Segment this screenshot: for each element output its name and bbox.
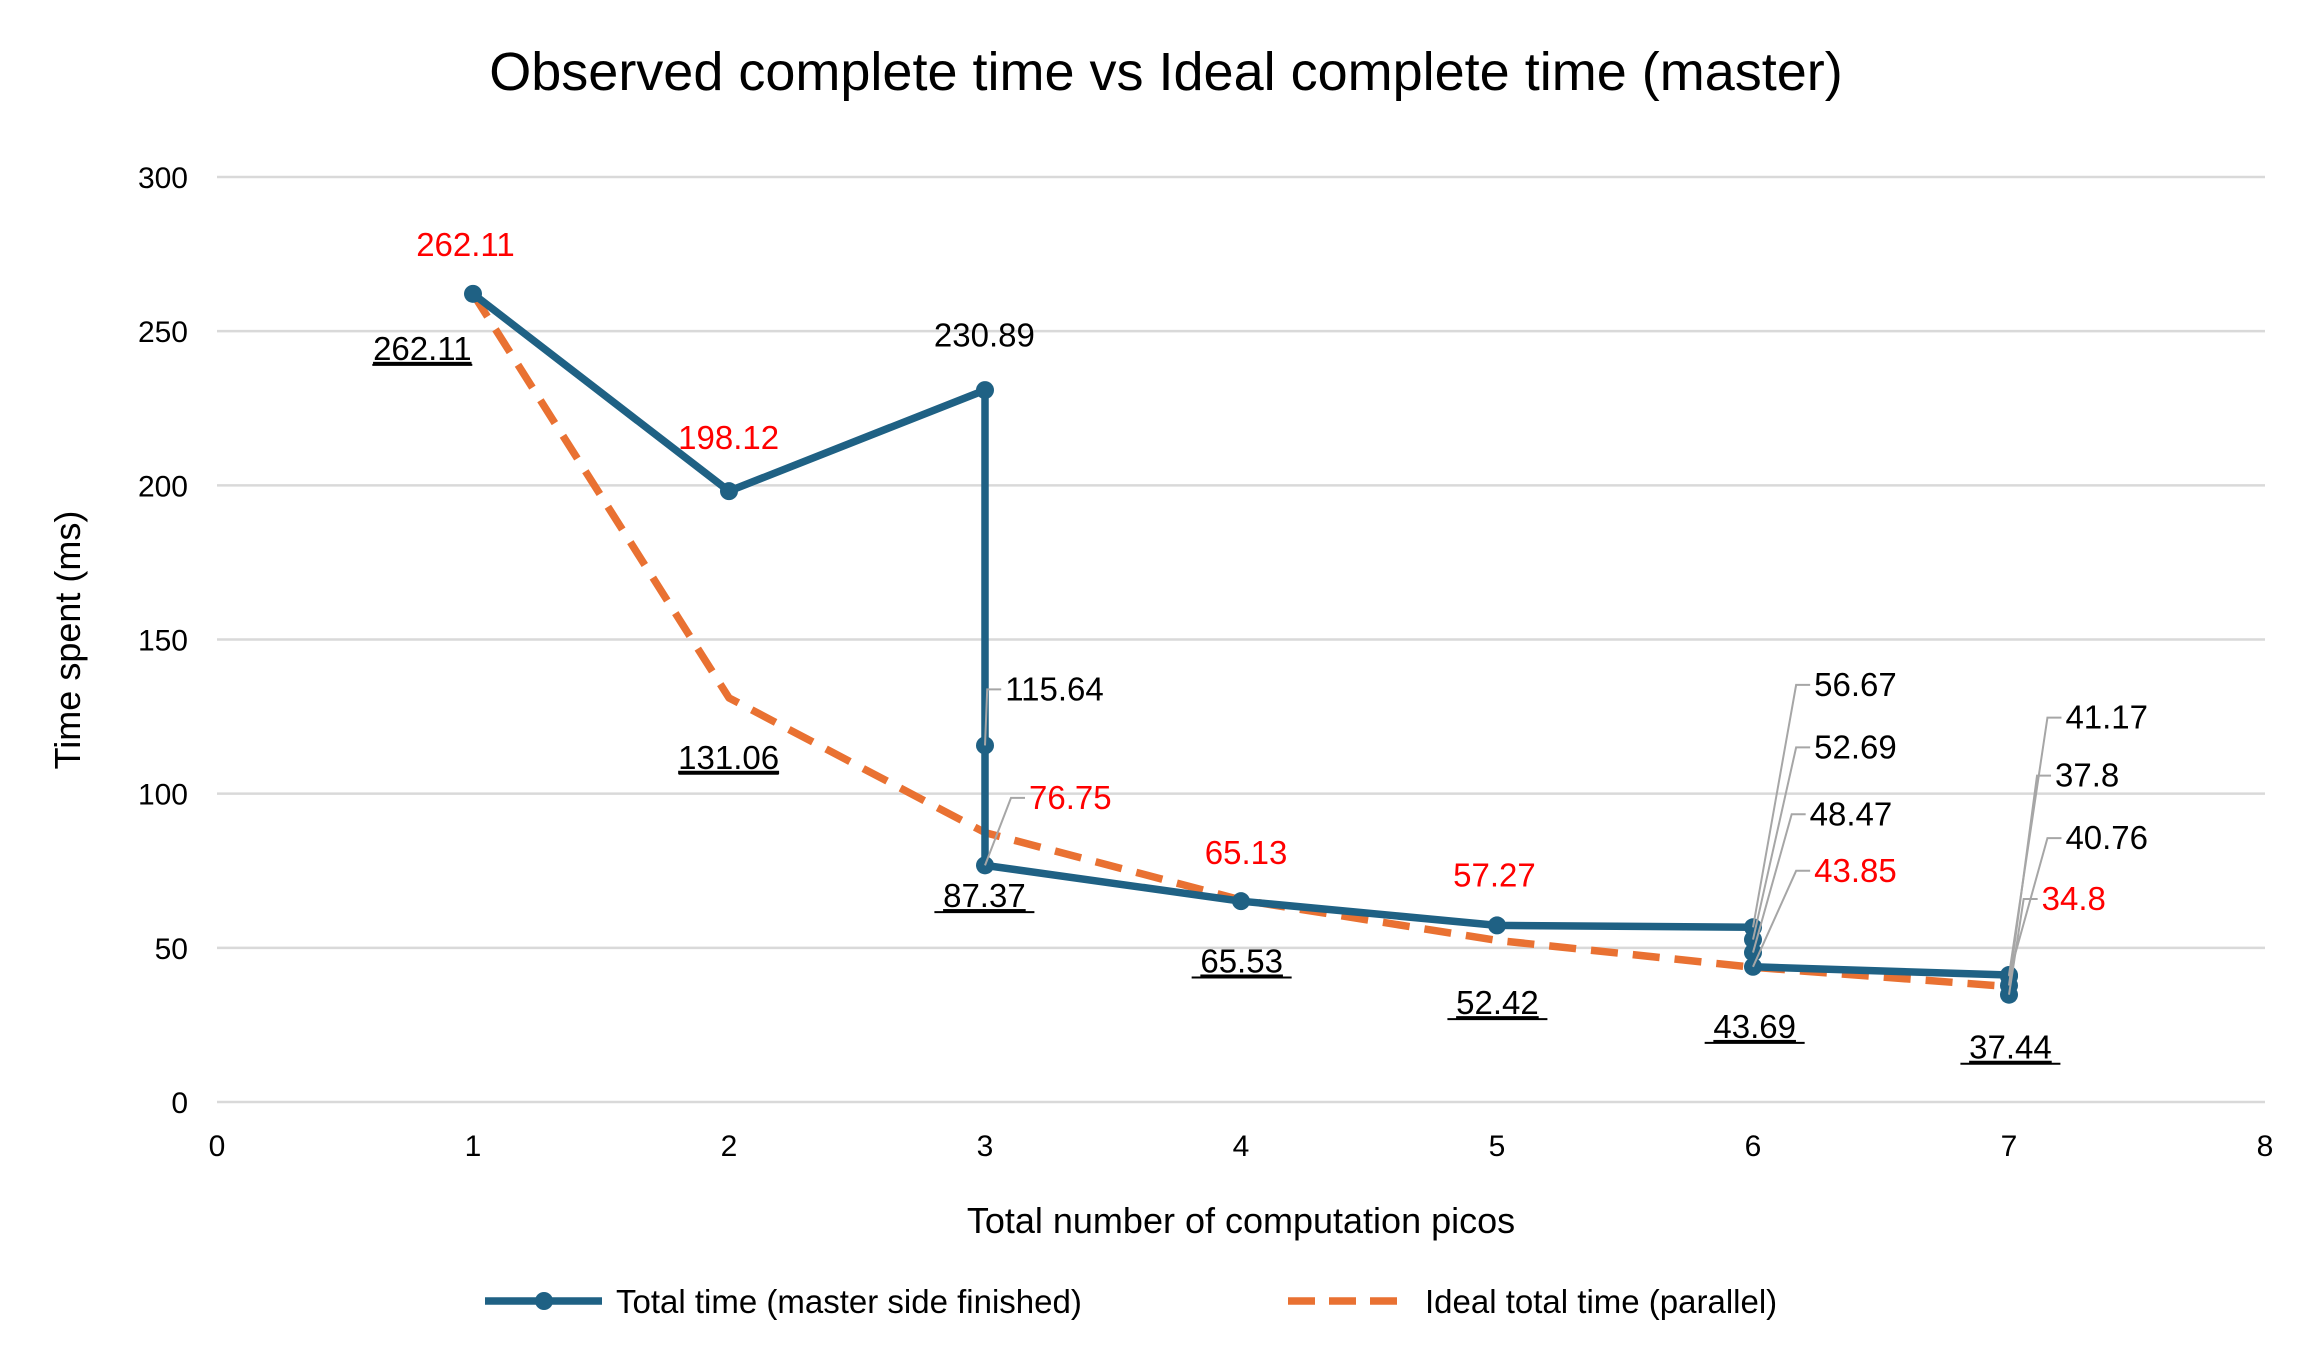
- data-label-total-time: 65.13: [1205, 834, 1288, 871]
- gridlines: [217, 175, 2265, 1104]
- data-label-total-time: 34.8: [2042, 880, 2106, 917]
- data-label-ideal-time: 43.69: [1713, 1008, 1796, 1045]
- data-label-total-time: 43.85: [1814, 852, 1897, 889]
- y-tick-label: 100: [138, 779, 188, 812]
- data-label-total-time: 262.11: [416, 226, 514, 263]
- y-tick-label: 200: [138, 470, 188, 503]
- legend-label-ideal-time: Ideal total time (parallel): [1425, 1283, 1777, 1320]
- x-tick-label: 5: [1489, 1130, 1506, 1163]
- data-label-total-time: 115.64: [1005, 670, 1103, 707]
- data-label-total-time: 40.76: [2065, 819, 2148, 856]
- data-label-total-time: 57.27: [1453, 856, 1536, 893]
- data-label-ideal-time: 65.53: [1200, 942, 1283, 979]
- data-label-ideal-time: 37.44: [1969, 1029, 2052, 1066]
- y-tick-label: 300: [138, 162, 188, 195]
- leader-line: [1752, 869, 1811, 968]
- leader-line: [1752, 813, 1806, 953]
- x-tick-label: 7: [2001, 1130, 2018, 1163]
- leader-line: [1752, 746, 1811, 940]
- legend: Total time (master side finished) Ideal …: [485, 1283, 1777, 1320]
- leader-line: [2008, 837, 2062, 977]
- data-label-ideal-time: 262.11: [373, 330, 471, 367]
- leader-line: [984, 688, 1002, 746]
- data-label-total-time: 41.17: [2065, 699, 2148, 736]
- data-label-total-time: 230.89: [934, 316, 1035, 353]
- data-label-total-time: 48.47: [1810, 795, 1893, 832]
- legend-marker-total-time: [535, 1292, 553, 1310]
- data-point-total-time: [1232, 892, 1250, 911]
- x-tick-label: 8: [2257, 1130, 2274, 1163]
- data-point-total-time: [976, 381, 994, 400]
- x-tick-label: 1: [465, 1130, 482, 1163]
- data-label-total-time: 52.69: [1814, 728, 1897, 765]
- y-axis-title: Time spent (ms): [47, 511, 88, 770]
- y-tick-label: 50: [155, 933, 188, 966]
- x-tick-label: 0: [209, 1130, 226, 1163]
- leader-line: [2008, 774, 2052, 986]
- x-tick-label: 4: [1233, 1130, 1250, 1163]
- x-tick-label: 6: [1745, 1130, 1762, 1163]
- legend-item-total-time[interactable]: Total time (master side finished): [485, 1283, 1082, 1320]
- data-point-total-time: [464, 284, 482, 303]
- y-tick-label: 250: [138, 316, 188, 349]
- data-label-ideal-time: 131.06: [678, 739, 779, 776]
- data-label-ideal-time: 87.37: [943, 877, 1026, 914]
- series-line-total-time: [470, 290, 2013, 995]
- x-axis-title: Total number of computation picos: [967, 1200, 1515, 1241]
- leader-lines: [984, 683, 2062, 995]
- y-axis-ticks: 0 50 100 150 200 250 300: [138, 162, 188, 1120]
- chart-title: Observed complete time vs Ideal complete…: [489, 42, 1842, 102]
- data-label-total-time: 37.8: [2055, 757, 2119, 794]
- data-labels: 262.11 198.12 230.89 115.64 76.75 65.13 57.27 5…: [372, 226, 2148, 1066]
- y-tick-label: 150: [138, 625, 188, 658]
- x-tick-label: 3: [977, 1130, 994, 1163]
- data-point-total-time: [720, 482, 738, 501]
- data-label-total-time: 198.12: [678, 419, 779, 456]
- legend-item-ideal-time[interactable]: Ideal total time (parallel): [1288, 1283, 1777, 1320]
- data-point-total-time: [1488, 916, 1506, 935]
- leader-line: [2008, 898, 2038, 995]
- data-label-total-time: 56.67: [1814, 666, 1897, 703]
- legend-label-total-time: Total time (master side finished): [616, 1283, 1082, 1320]
- leader-line: [984, 796, 1026, 866]
- data-label-total-time: 76.75: [1029, 779, 1112, 816]
- x-tick-label: 2: [721, 1130, 738, 1163]
- x-axis-ticks: 0 1 2 3 4 5 6 7 8: [209, 1130, 2274, 1163]
- data-label-ideal-time: 52.42: [1456, 984, 1539, 1021]
- y-tick-label: 0: [171, 1087, 188, 1120]
- leader-line: [1752, 683, 1811, 928]
- leader-line: [2008, 716, 2062, 976]
